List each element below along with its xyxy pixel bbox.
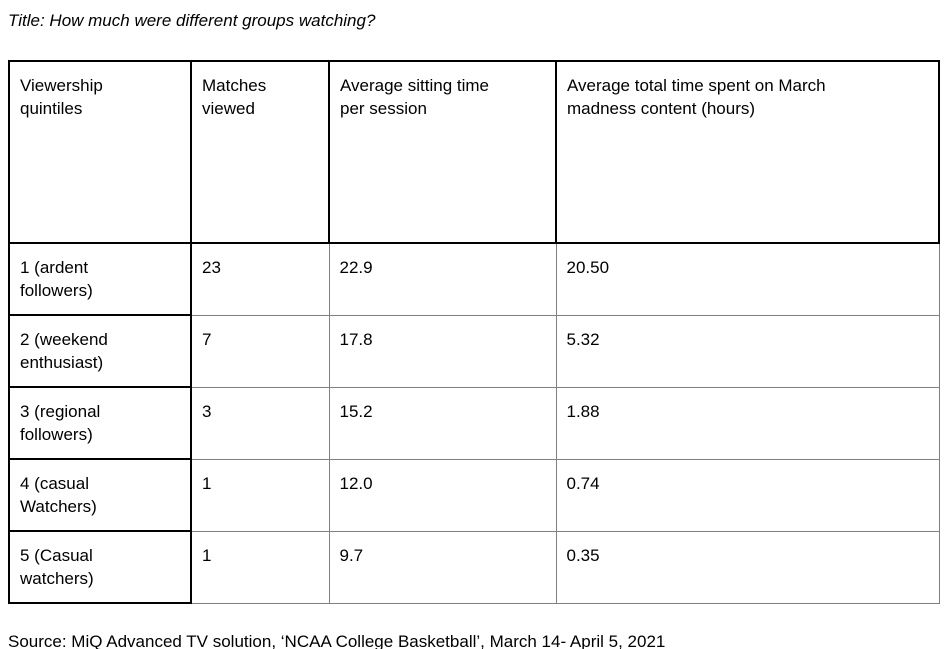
cell-matches-viewed: 1: [190, 458, 330, 532]
cell-avg-total-time: 1.88: [555, 386, 940, 460]
cell-matches-viewed: 23: [190, 242, 330, 316]
cell-quintile-label: 3 (regional followers): [20, 402, 101, 444]
column-header-label: Viewership quintiles: [20, 76, 103, 118]
cell-matches-viewed: 1: [190, 530, 330, 604]
cell-matches-viewed: 7: [190, 314, 330, 388]
cell-avg-total-time: 0.74: [555, 458, 940, 532]
source-note: Source: MiQ Advanced TV solution, ‘NCAA …: [8, 632, 666, 649]
cell-avg-sitting-time: 17.8: [328, 314, 557, 388]
cell-avg-total-time: 20.50: [555, 242, 940, 316]
table-row: 3 (regional followers) 3 15.2 1.88: [8, 386, 940, 460]
table-row: 5 (Casual watchers) 1 9.7 0.35: [8, 530, 940, 604]
cell-avg-sitting-time: 22.9: [328, 242, 557, 316]
column-header-label: Matches viewed: [202, 76, 267, 118]
column-header-label: Average total time spent on March madnes…: [567, 76, 826, 118]
column-header-label: Average sitting time per session: [340, 76, 489, 118]
cell-quintile-label: 5 (Casual watchers): [20, 546, 94, 588]
header-row: Viewership quintiles Matches viewed Aver…: [8, 60, 940, 244]
cell-quintile: 3 (regional followers): [8, 386, 192, 460]
cell-quintile-label: 1 (ardent followers): [20, 258, 93, 300]
cell-quintile: 1 (ardent followers): [8, 242, 192, 316]
page-title: Title: How much were different groups wa…: [8, 11, 376, 30]
cell-avg-sitting-time: 15.2: [328, 386, 557, 460]
column-header-avg-sitting-time: Average sitting time per session: [328, 60, 557, 244]
table-row: 2 (weekend enthusiast) 7 17.8 5.32: [8, 314, 940, 388]
cell-matches-viewed: 3: [190, 386, 330, 460]
cell-avg-total-time: 0.35: [555, 530, 940, 604]
cell-avg-sitting-time: 9.7: [328, 530, 557, 604]
column-header-matches-viewed: Matches viewed: [190, 60, 330, 244]
cell-avg-sitting-time: 12.0: [328, 458, 557, 532]
column-header-viewership-quintiles: Viewership quintiles: [8, 60, 192, 244]
cell-quintile: 4 (casual Watchers): [8, 458, 192, 532]
cell-quintile: 5 (Casual watchers): [8, 530, 192, 604]
viewership-table: Viewership quintiles Matches viewed Aver…: [8, 60, 940, 604]
table-row: 1 (ardent followers) 23 22.9 20.50: [8, 242, 940, 316]
table-row: 4 (casual Watchers) 1 12.0 0.74: [8, 458, 940, 532]
cell-quintile-label: 2 (weekend enthusiast): [20, 330, 108, 372]
column-header-avg-total-time: Average total time spent on March madnes…: [555, 60, 940, 244]
cell-quintile-label: 4 (casual Watchers): [20, 474, 97, 516]
cell-avg-total-time: 5.32: [555, 314, 940, 388]
cell-quintile: 2 (weekend enthusiast): [8, 314, 192, 388]
